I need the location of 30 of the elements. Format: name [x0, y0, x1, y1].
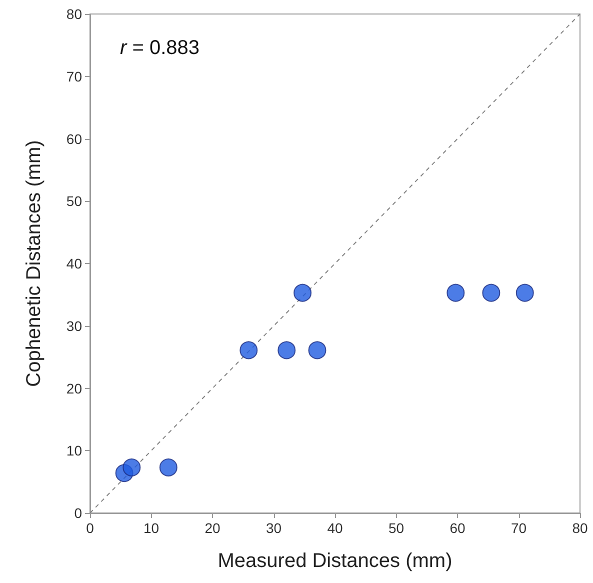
x-tick-label: 70 — [510, 520, 527, 536]
x-tick-label: 50 — [388, 520, 404, 536]
y-tick-label: 70 — [66, 68, 82, 84]
point — [446, 284, 465, 302]
annotation: r = 0.883 — [120, 37, 200, 59]
point — [159, 458, 178, 476]
y-tick-label: 30 — [66, 318, 82, 334]
x-tick-label: 0 — [86, 520, 94, 536]
x-tick-label: 80 — [572, 520, 588, 536]
y-tick-label: 0 — [74, 505, 82, 521]
y-axis-title: Cophenetic Distances (mm) — [23, 140, 45, 387]
y-tick-label: 80 — [66, 6, 82, 22]
x-tick-label: 10 — [143, 520, 160, 536]
point — [278, 341, 296, 360]
y-tick-label: 40 — [66, 256, 82, 272]
y-tick-label: 50 — [66, 193, 82, 210]
point — [516, 284, 534, 302]
point — [294, 284, 312, 302]
point — [240, 341, 258, 360]
x-tick-label: 30 — [266, 520, 282, 536]
x-tick-label: 40 — [327, 520, 343, 536]
x-tick-label: 60 — [450, 520, 466, 536]
point — [482, 284, 500, 302]
point — [122, 458, 141, 476]
y-tick-label: 10 — [66, 442, 82, 459]
y-tick-label: 20 — [66, 380, 82, 396]
y-tick-label: 60 — [66, 130, 82, 147]
x-tick-label: 20 — [204, 520, 220, 536]
point — [308, 341, 326, 360]
x-axis-title: Measured Distances (mm) — [218, 550, 452, 572]
